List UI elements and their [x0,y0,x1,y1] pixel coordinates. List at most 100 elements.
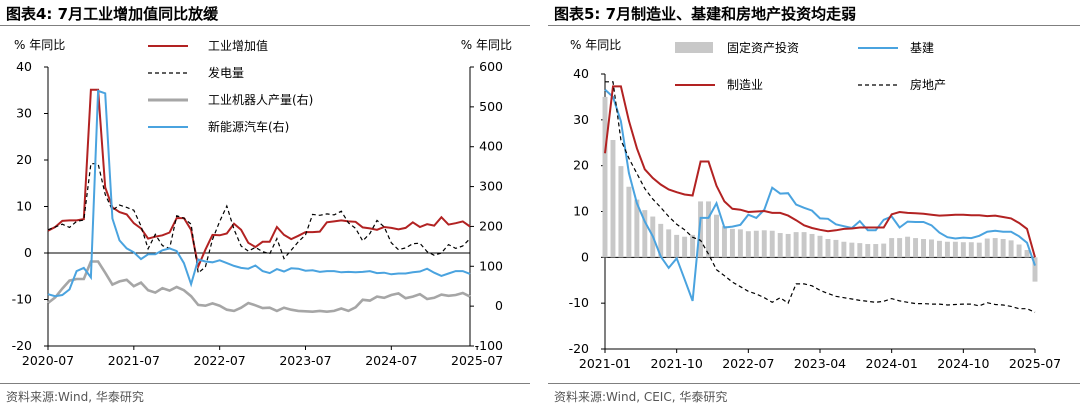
x-tick-label: 2021-10 [651,356,703,371]
x-tick-label: 2022-07 [722,356,774,371]
y-tick-right-label: 200 [479,218,503,233]
bar [1032,257,1038,282]
bar [674,234,680,258]
y-tick-right-label: 0 [495,298,503,313]
y-tick-left-label: 40 [16,59,32,74]
legend-label: 基建 [910,41,934,55]
bar [1016,244,1022,258]
x-tick-label: 2023-04 [794,356,846,371]
bar [761,230,767,258]
bar [706,201,711,258]
bar [1008,240,1014,258]
x-tick-label: 2024-10 [937,356,989,371]
x-tick-label: 2021-01 [579,356,631,371]
y-tick-left-label: 20 [16,152,32,167]
bar [865,244,871,258]
series-line-3 [47,89,471,298]
bar [1024,250,1030,258]
bar [785,233,791,258]
legend-label: 工业增加值 [208,38,268,53]
bar [936,240,942,258]
y-tick-left-label: 10 [573,204,589,219]
x-tick-label: 2025-07 [1009,356,1061,371]
y-tick-left-label: -10 [569,295,589,310]
y-axis-left-unit: % 年同比 [14,38,65,52]
bar [626,186,632,258]
bar [889,238,895,258]
y-tick-right-label: 100 [479,258,503,273]
bar [968,242,974,258]
bar [602,96,608,258]
bar [777,233,783,258]
legend-label: 发电量 [208,65,244,80]
x-tick-label: 2022-07 [194,353,246,368]
x-tick-label: 2021-07 [108,353,160,368]
legend-swatch [675,42,713,53]
bar [992,238,998,258]
bar [809,233,815,258]
x-tick-label: 2023-07 [279,353,331,368]
bar [881,243,887,258]
bar [817,235,823,258]
y-axis-left-unit: % 年同比 [570,38,621,52]
x-tick-label: 2025-07 [451,353,503,368]
bar [801,232,807,258]
chart-source: 资料来源:Wind, 华泰研究 [6,390,144,404]
bar [666,229,672,258]
legend-label: 房地产 [910,77,946,92]
legend-label: 新能源汽车(右) [208,119,289,134]
bar [753,230,759,258]
x-tick-label: 2024-07 [365,353,417,368]
y-tick-left-label: 40 [573,66,589,81]
bar [769,230,775,258]
y-tick-right-label: -100 [475,338,503,353]
bar [849,242,855,258]
y-tick-left-label: 20 [573,158,589,173]
y-tick-left-label: 0 [581,249,589,264]
series-line-2 [47,260,471,314]
y-tick-right-label: 400 [479,139,503,154]
bar [944,241,950,258]
bar [841,241,847,258]
bar [610,140,616,258]
x-tick-label: 2024-01 [866,356,918,371]
chart-source: 资料来源:Wind, CEIC, 华泰研究 [554,390,728,404]
series-line-0 [47,88,471,270]
bar [913,238,919,258]
y-tick-left-label: 30 [573,112,589,127]
bar [714,214,719,258]
bar [897,238,903,258]
y-tick-left-label: -20 [12,338,32,353]
y-tick-right-label: 500 [479,99,503,114]
bar [698,201,704,258]
bar [745,231,751,258]
bar [833,239,839,258]
bar [618,166,624,258]
bar [952,241,958,258]
chart-title: 图表5: 7月制造业、基建和房地产投资均走弱 [554,5,857,23]
y-tick-right-label: 300 [479,179,503,194]
y-tick-left-label: 30 [16,106,32,121]
bar [960,242,966,258]
bar [825,239,831,258]
bar [921,239,926,258]
title-divider [548,25,1080,26]
bar [905,236,911,258]
bar [976,242,982,258]
legend-label: 制造业 [727,78,763,92]
y-tick-right-label: 600 [479,59,503,74]
chart-left-plot: % 年同比 % 年同比 40 30 20 100 -10 -20 600 500 400 300 200… [12,38,512,368]
bar [634,199,640,258]
y-axis-right-unit: % 年同比 [461,38,512,52]
bar [793,232,799,258]
source-divider [0,383,530,384]
series-line-2 [604,85,1036,258]
bar [737,229,743,258]
y-tick-left-label: -10 [12,292,32,307]
bar [929,239,934,258]
y-tick-left-label: -20 [569,341,589,356]
bar [873,244,879,258]
series-line-1 [47,163,471,275]
bar [658,223,664,258]
